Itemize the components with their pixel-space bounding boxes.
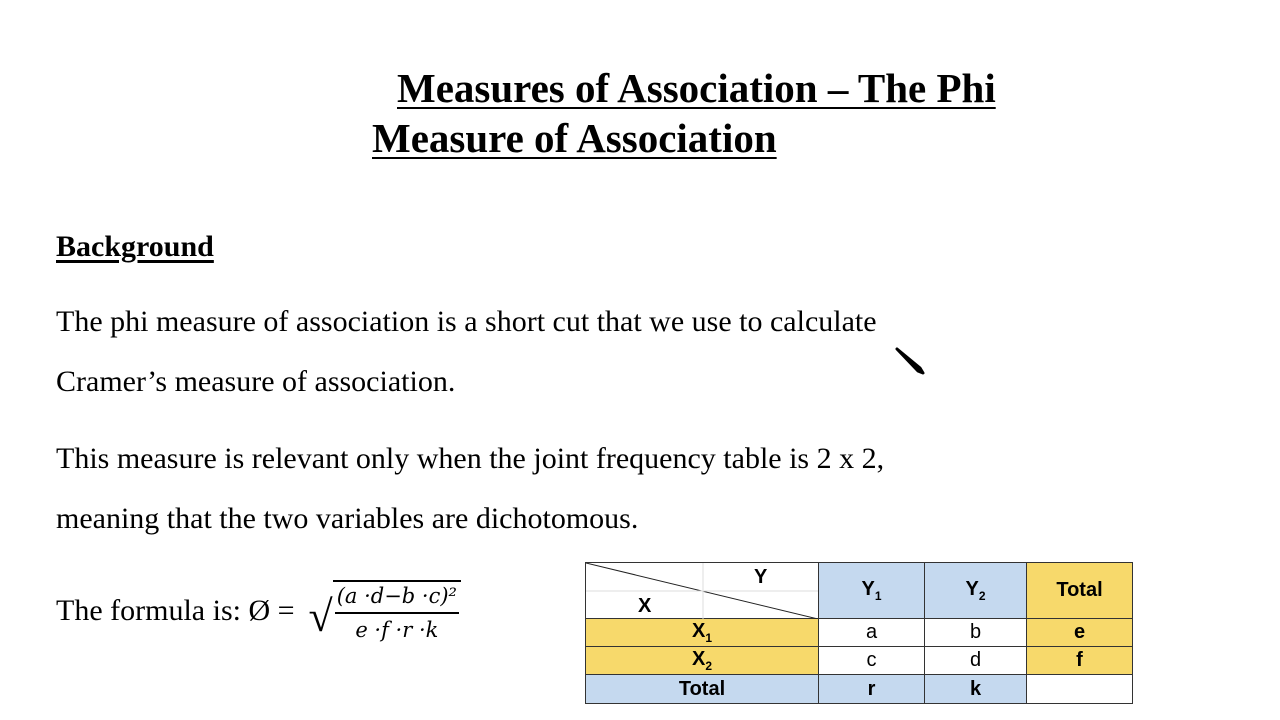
cell-d: d xyxy=(924,646,1027,675)
cell-grand-total xyxy=(1026,674,1133,704)
cell-k: k xyxy=(924,674,1027,704)
numerator: (a ·d−b ·c)² xyxy=(334,582,459,614)
cell-a: a xyxy=(818,618,925,647)
contingency-table: Y X Y1 Y2 Total X1 a b e X2 c d f Total … xyxy=(585,562,1133,704)
paragraph-1-line-1: The phi measure of association is a shor… xyxy=(56,305,877,338)
paragraph-1-line-2: Cramer’s measure of association. xyxy=(56,365,456,398)
sqrt-sign: √ xyxy=(308,592,333,641)
phi-formula: The formula is: Ø = √ (a ·d−b ·c)² e ·f … xyxy=(56,580,461,642)
corner-x-label: X xyxy=(638,595,652,617)
row-label-x1: X1 xyxy=(585,618,819,647)
total-row-label: Total xyxy=(585,674,819,704)
header-total: Total xyxy=(1026,562,1133,619)
cell-b: b xyxy=(924,618,1027,647)
paragraph-2-line-1: This measure is relevant only when the j… xyxy=(56,442,885,475)
corner-y-label: Y xyxy=(754,566,768,588)
fraction: (a ·d−b ·c)² e ·f ·r ·k xyxy=(332,580,461,642)
row-label-x2: X2 xyxy=(585,646,819,675)
denominator: e ·f ·r ·k xyxy=(355,618,439,642)
title-line-1: Measures of Association – The Phi xyxy=(397,65,996,111)
paragraph-2-line-2: meaning that the two variables are dicho… xyxy=(56,502,639,535)
cell-r: r xyxy=(818,674,925,704)
header-y2: Y2 xyxy=(924,562,1027,619)
header-y1: Y1 xyxy=(818,562,925,619)
corner-cell: Y X xyxy=(585,562,819,619)
cell-f: f xyxy=(1026,646,1133,675)
section-heading: Background xyxy=(56,230,214,263)
cell-e: e xyxy=(1026,618,1133,647)
mouse-pointer-icon xyxy=(895,347,925,375)
cell-c: c xyxy=(818,646,925,675)
formula-label: The formula is: Ø = xyxy=(56,594,295,627)
title-line-2: Measure of Association xyxy=(372,115,777,161)
diagonal-line xyxy=(586,563,818,619)
